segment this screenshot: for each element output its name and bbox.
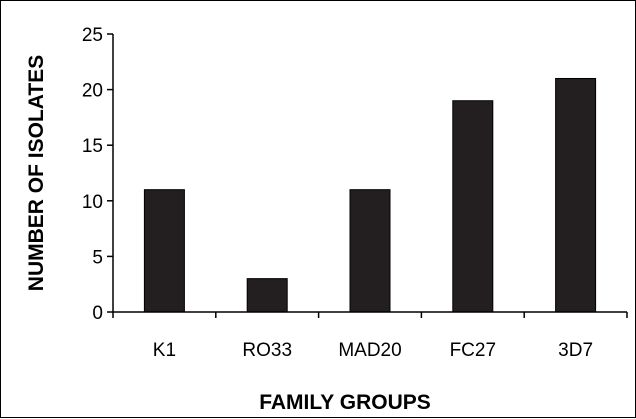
x-tick-label-fc27: FC27 [450, 340, 496, 361]
y-axis-title: NUMBER OF ISOLATES [25, 55, 48, 291]
y-tick-label-5: 5 [92, 247, 103, 268]
y-tick-label-20: 20 [82, 81, 103, 102]
bar-fc27 [452, 100, 494, 313]
y-tick-label-0: 0 [92, 303, 103, 324]
x-tick-label-k1: K1 [153, 340, 176, 361]
y-axis-ticks [107, 33, 113, 313]
x-axis-ticks [112, 312, 628, 318]
y-tick-label-15: 15 [82, 136, 103, 157]
x-tick-label-ro33: RO33 [242, 340, 292, 361]
y-tick-labels: 0 5 10 15 20 25 [82, 25, 103, 324]
x-axis-title: FAMILY GROUPS [259, 391, 431, 414]
bars [143, 77, 597, 313]
x-tick-label-3d7: 3D7 [558, 340, 593, 361]
bar-ro33 [246, 278, 288, 313]
x-tick-labels: K1 RO33 MAD20 FC27 3D7 [153, 340, 593, 361]
bar-mad20 [349, 189, 391, 313]
x-tick-label-mad20: MAD20 [338, 340, 401, 361]
bar-3d7 [555, 77, 597, 313]
y-tick-label-10: 10 [82, 192, 103, 213]
bar-k1 [143, 189, 185, 313]
y-tick-label-25: 25 [82, 25, 103, 46]
